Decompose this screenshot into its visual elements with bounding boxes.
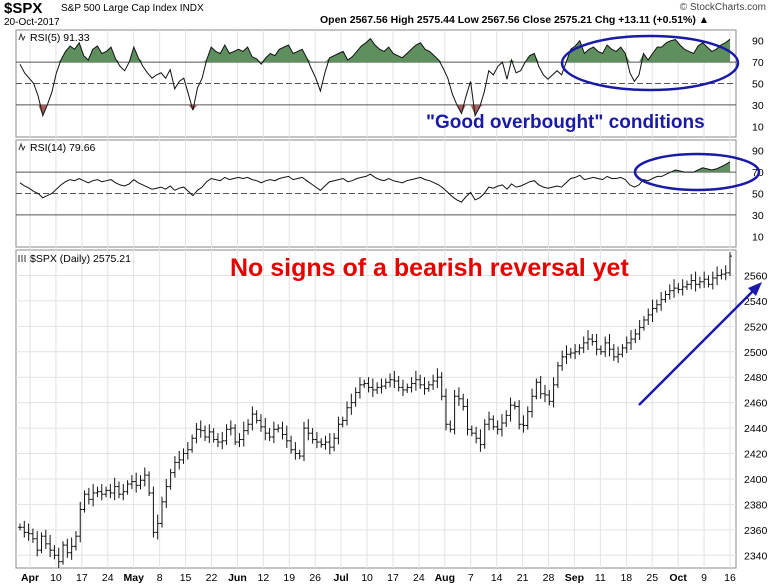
x-tick-label: Jul [334,572,349,584]
x-tick-label: 14 [491,572,503,584]
axis-labels: Apr 10 17 24 May 8 15 22 Jun 12 19 26 Jul 10 17 24 Aug 7 1… [21,36,768,584]
y-tick-label: 2420 [744,449,768,461]
overbought-fill [20,161,730,173]
overbought-annotation: "Good overbought" conditions [426,112,705,133]
x-tick-label: 10 [50,572,62,584]
y-tick-label: 2440 [744,423,768,435]
x-tick-label: 19 [283,572,295,584]
x-tick-label: 17 [387,572,399,584]
price-panel: $SPX (Daily) 2575.21 [18,252,732,568]
rsi-line [19,37,731,118]
x-tick-label: 18 [620,572,632,584]
rsi-label: RSI(5) 91.33 [30,32,90,44]
chart-date: 20-Oct-2017 [4,17,60,28]
stockcharts-brand: © StockCharts.com [679,2,766,13]
rsi5-highlight-ellipse [560,34,740,92]
price-label: $SPX (Daily) 2575.21 [30,253,131,265]
rsi-label: RSI(14) 79.66 [30,142,96,154]
y-tick-label: 2500 [744,347,768,359]
x-tick-label: 7 [468,572,474,584]
reversal-annotation: No signs of a bearish reversal yet [230,254,629,282]
y-tick-label: 30 [752,100,764,112]
grid-lines [16,30,736,568]
x-tick-label: 17 [76,572,88,584]
rsi14-highlight-ellipse [633,152,761,192]
x-tick-label: Aug [435,572,455,584]
x-tick-label: Apr [21,572,39,584]
x-tick-label: Sep [565,572,584,584]
x-tick-label: 11 [595,572,606,584]
x-tick-label: 12 [257,572,269,584]
legend-icon [18,32,26,42]
panel-frame [15,249,737,569]
y-tick-label: 70 [752,57,764,69]
y-tick-label: 2540 [744,296,768,308]
x-tick-label: Oct [669,572,687,584]
legend-icon [18,255,26,262]
uptrend-arrowhead-icon [748,282,762,296]
overbought-fill [20,38,730,63]
y-tick-label: 2400 [744,474,768,486]
x-tick-label: 28 [543,572,555,584]
x-tick-label: 26 [309,572,321,584]
y-tick-label: 2460 [744,398,768,410]
y-tick-label: 2340 [744,550,768,562]
y-tick-label: 2380 [744,499,768,511]
y-tick-label: 90 [752,36,764,48]
y-tick-label: 90 [752,146,764,158]
x-tick-label: 24 [413,572,425,584]
y-tick-label: 50 [752,189,764,201]
x-tick-label: May [123,572,144,584]
rsi-line [19,161,731,203]
x-tick-label: 22 [206,572,218,584]
rsi5-panel: RSI(5) 91.33 [16,32,736,118]
ohlc-readout: Open 2567.56 High 2575.44 Low 2567.56 Cl… [320,14,710,26]
x-tick-label: 15 [180,572,192,584]
x-tick-label: 24 [102,572,114,584]
x-tick-label: 21 [517,572,529,584]
x-tick-label: 9 [701,572,707,584]
y-tick-label: 2520 [744,321,768,333]
annotation-shapes [560,34,762,406]
x-tick-label: 10 [361,572,373,584]
y-tick-label: 2560 [744,270,768,282]
x-tick-label: Jun [228,572,247,584]
x-tick-label: 16 [724,572,736,584]
panel-frames [15,29,737,569]
y-tick-label: 10 [752,121,764,133]
y-tick-label: 30 [752,210,764,222]
uptrend-arrow [638,286,758,406]
y-tick-label: 2360 [744,525,768,537]
y-tick-label: 2480 [744,372,768,384]
symbol-title: $SPX [4,0,43,17]
symbol-description: S&P 500 Large Cap Index INDX [61,3,204,14]
legend-icon [18,142,26,152]
y-tick-label: 50 [752,79,764,91]
x-tick-label: 25 [646,572,658,584]
y-tick-label: 10 [752,231,764,243]
rsi14-panel: RSI(14) 79.66 [16,142,736,216]
x-tick-label: 8 [157,572,163,584]
